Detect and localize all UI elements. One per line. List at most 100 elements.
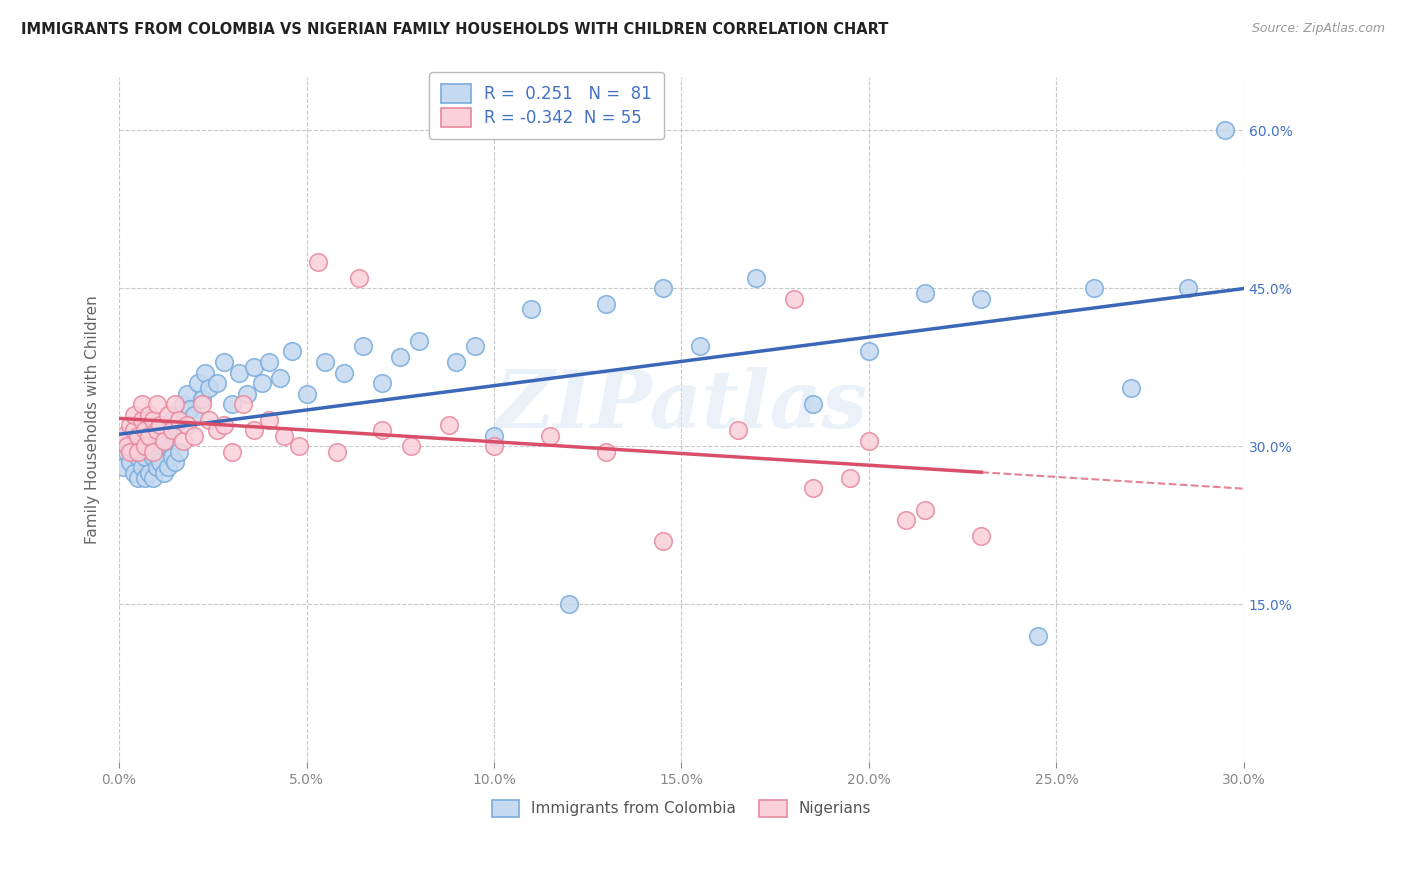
Point xyxy=(120,444,142,458)
Text: ZIPatlas: ZIPatlas xyxy=(495,368,868,445)
Point xyxy=(389,350,412,364)
Point xyxy=(179,402,201,417)
Point xyxy=(370,424,392,438)
Point xyxy=(165,455,187,469)
Point xyxy=(482,429,505,443)
Legend: Immigrants from Colombia, Nigerians: Immigrants from Colombia, Nigerians xyxy=(485,793,877,823)
Point xyxy=(127,450,149,464)
Point xyxy=(727,424,749,438)
Point xyxy=(142,424,165,438)
Point xyxy=(156,424,179,438)
Point xyxy=(120,418,142,433)
Point xyxy=(221,397,243,411)
Point xyxy=(167,413,190,427)
Point xyxy=(183,408,205,422)
Point xyxy=(145,424,167,438)
Point xyxy=(352,339,374,353)
Point xyxy=(232,397,254,411)
Point xyxy=(160,424,183,438)
Point xyxy=(134,424,156,438)
Point xyxy=(115,444,138,458)
Point xyxy=(111,429,134,443)
Point xyxy=(538,429,561,443)
Point xyxy=(122,444,145,458)
Point xyxy=(176,418,198,433)
Point xyxy=(172,397,194,411)
Point xyxy=(205,424,228,438)
Point xyxy=(183,429,205,443)
Point xyxy=(134,450,156,464)
Point xyxy=(122,424,145,438)
Point xyxy=(221,444,243,458)
Point xyxy=(1177,281,1199,295)
Point xyxy=(783,292,806,306)
Point xyxy=(520,302,543,317)
Point xyxy=(558,598,581,612)
Point xyxy=(858,344,880,359)
Point xyxy=(160,413,183,427)
Point xyxy=(142,413,165,427)
Point xyxy=(172,434,194,448)
Point xyxy=(651,281,673,295)
Point xyxy=(235,386,257,401)
Point xyxy=(145,418,167,433)
Point xyxy=(801,482,824,496)
Point xyxy=(167,408,190,422)
Point xyxy=(446,355,468,369)
Point xyxy=(122,408,145,422)
Point xyxy=(288,439,311,453)
Point xyxy=(205,376,228,390)
Point xyxy=(165,418,187,433)
Point xyxy=(138,408,160,422)
Point xyxy=(190,397,212,411)
Point xyxy=(149,455,172,469)
Point xyxy=(295,386,318,401)
Point xyxy=(122,466,145,480)
Point xyxy=(243,424,266,438)
Point xyxy=(138,444,160,458)
Point xyxy=(187,376,209,390)
Point xyxy=(595,297,617,311)
Point xyxy=(145,397,167,411)
Point xyxy=(1083,281,1105,295)
Point xyxy=(115,429,138,443)
Point xyxy=(138,466,160,480)
Point xyxy=(914,286,936,301)
Point xyxy=(437,418,460,433)
Point xyxy=(858,434,880,448)
Point xyxy=(914,502,936,516)
Point xyxy=(325,444,347,458)
Point xyxy=(115,439,138,453)
Point xyxy=(307,255,329,269)
Point xyxy=(689,339,711,353)
Point xyxy=(482,439,505,453)
Point xyxy=(280,344,302,359)
Point xyxy=(228,366,250,380)
Point xyxy=(167,444,190,458)
Point xyxy=(408,334,430,348)
Point xyxy=(145,460,167,475)
Point xyxy=(243,360,266,375)
Point xyxy=(1026,629,1049,643)
Point xyxy=(156,408,179,422)
Point xyxy=(370,376,392,390)
Point xyxy=(595,444,617,458)
Point xyxy=(153,434,176,448)
Point xyxy=(896,513,918,527)
Point xyxy=(122,429,145,443)
Point xyxy=(138,424,160,438)
Point xyxy=(212,418,235,433)
Point xyxy=(120,455,142,469)
Point xyxy=(257,413,280,427)
Point xyxy=(651,534,673,549)
Point xyxy=(142,450,165,464)
Text: Source: ZipAtlas.com: Source: ZipAtlas.com xyxy=(1251,22,1385,36)
Point xyxy=(149,429,172,443)
Point xyxy=(970,292,993,306)
Point xyxy=(127,471,149,485)
Point xyxy=(127,444,149,458)
Point xyxy=(801,397,824,411)
Point xyxy=(134,439,156,453)
Point xyxy=(194,366,217,380)
Y-axis label: Family Households with Children: Family Households with Children xyxy=(86,295,100,544)
